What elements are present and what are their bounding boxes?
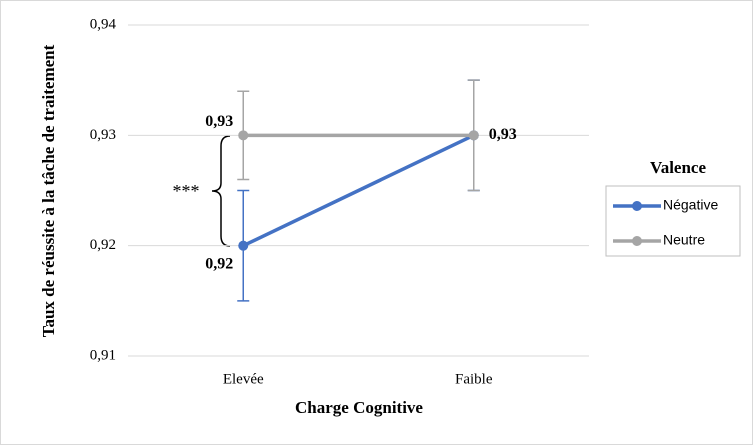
y-tick-label: 0,92 (90, 237, 116, 253)
y-tick-label: 0,91 (90, 347, 116, 363)
x-axis-title: Charge Cognitive (295, 398, 423, 417)
legend-label: Négative (663, 197, 718, 213)
y-tick-label: 0,94 (90, 16, 117, 32)
x-tick-label: Faible (455, 371, 493, 387)
marker (238, 240, 249, 251)
brace (211, 135, 231, 247)
legend-marker (632, 236, 642, 246)
y-axis-title: Taux de réussite à la tâche de traitemen… (39, 44, 58, 338)
data-label: 0,93 (489, 126, 517, 143)
x-tick-label: Elevée (223, 371, 264, 387)
legend-marker (632, 201, 642, 211)
series-line (242, 133, 475, 248)
data-label: 0,92 (205, 255, 233, 272)
annotation: *** (173, 181, 200, 201)
legend-label: Neutre (663, 232, 705, 248)
legend-title: Valence (650, 158, 706, 177)
y-tick-label: 0,93 (90, 127, 116, 143)
data-label: 0,93 (205, 113, 233, 130)
marker (238, 130, 249, 141)
marker (468, 130, 479, 141)
legend-box (605, 185, 741, 257)
